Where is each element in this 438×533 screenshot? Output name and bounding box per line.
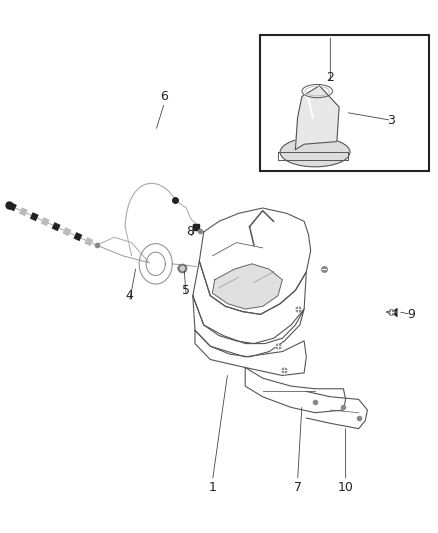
Text: 2: 2: [326, 71, 334, 84]
Text: 5: 5: [182, 284, 190, 297]
Polygon shape: [295, 86, 339, 150]
Bar: [261, 35, 428, 171]
Text: 9: 9: [407, 308, 415, 321]
Text: 6: 6: [160, 90, 168, 103]
Ellipse shape: [178, 265, 186, 271]
Text: 4: 4: [126, 289, 134, 302]
Text: 3: 3: [388, 114, 396, 127]
Text: 7: 7: [293, 481, 302, 494]
Text: 1: 1: [208, 481, 216, 494]
Text: 8: 8: [187, 225, 194, 238]
Polygon shape: [212, 264, 283, 309]
Ellipse shape: [280, 138, 350, 167]
Text: 10: 10: [338, 481, 353, 494]
